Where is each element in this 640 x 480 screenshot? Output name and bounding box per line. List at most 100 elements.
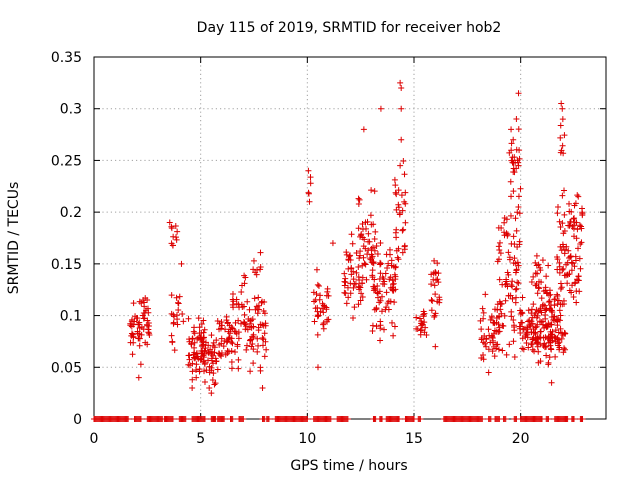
data-point [377, 270, 384, 277]
data-point [558, 247, 565, 254]
data-point [503, 216, 510, 223]
data-point [218, 353, 225, 360]
data-point [566, 222, 573, 229]
data-point [320, 321, 327, 328]
data-point [385, 298, 392, 305]
data-point [570, 233, 577, 240]
data-point [356, 196, 363, 203]
data-point [307, 174, 314, 181]
data-point [421, 329, 428, 336]
data-point [246, 306, 253, 313]
data-point [509, 278, 516, 285]
data-point [556, 307, 563, 314]
data-point [257, 249, 264, 256]
data-point [513, 165, 520, 172]
data-point [554, 256, 561, 263]
data-point [343, 251, 350, 258]
data-point [574, 226, 581, 233]
data-point [514, 157, 521, 164]
data-point [189, 376, 196, 383]
data-point [329, 240, 336, 247]
data-point [196, 324, 203, 331]
data-point [520, 326, 527, 333]
data-point [513, 227, 520, 234]
data-point [536, 264, 543, 271]
data-point [534, 334, 541, 341]
data-point [431, 282, 438, 289]
data-point [528, 278, 535, 285]
data-point [567, 218, 574, 225]
data-point [193, 374, 200, 381]
data-point [520, 346, 527, 353]
data-point [480, 309, 487, 316]
data-point [478, 326, 485, 333]
data-point [136, 319, 143, 326]
data-point [198, 337, 205, 344]
data-point [388, 257, 395, 264]
data-point [250, 323, 257, 330]
data-point [511, 255, 518, 262]
data-point [400, 158, 407, 165]
data-point [505, 249, 512, 256]
data-point [359, 221, 366, 228]
data-point [137, 416, 144, 422]
data-point [390, 332, 397, 339]
data-point [546, 287, 553, 294]
data-point [571, 280, 578, 287]
data-point [397, 79, 404, 86]
data-point [141, 303, 148, 310]
data-point [216, 320, 223, 327]
data-point [573, 288, 580, 295]
data-point [490, 319, 497, 326]
data-point [206, 384, 213, 391]
data-point [197, 356, 204, 363]
data-point [551, 333, 558, 340]
data-point [129, 316, 136, 323]
data-point [363, 225, 370, 232]
data-point [261, 353, 268, 360]
data-point [479, 416, 486, 422]
data-point [241, 311, 248, 318]
data-point [136, 342, 143, 349]
data-point [510, 259, 517, 266]
data-point [513, 146, 520, 153]
data-point [530, 326, 537, 333]
data-point [238, 288, 245, 295]
data-point [568, 208, 575, 215]
data-point [561, 187, 568, 194]
data-point [506, 256, 513, 263]
data-point [505, 292, 512, 299]
data-point [248, 343, 255, 350]
data-point [368, 259, 375, 266]
data-point [229, 301, 236, 308]
data-point [366, 238, 373, 245]
data-point [168, 332, 175, 339]
data-point [169, 339, 176, 346]
data-point [509, 295, 516, 302]
data-point [351, 304, 358, 311]
data-point [211, 349, 218, 356]
data-point [569, 260, 576, 267]
data-point [402, 189, 409, 196]
data-point [355, 201, 362, 208]
data-point [508, 140, 515, 147]
data-point [374, 250, 381, 257]
data-point [573, 299, 580, 306]
data-point [561, 132, 568, 139]
data-point [517, 185, 524, 192]
data-point [179, 310, 186, 317]
data-point [421, 310, 428, 317]
data-point [501, 219, 508, 226]
data-point [211, 381, 218, 388]
data-point [127, 339, 134, 346]
data-point [141, 315, 148, 322]
data-point [359, 280, 366, 287]
data-point [578, 239, 585, 246]
data-point [355, 283, 362, 290]
data-point [495, 321, 502, 328]
data-point [416, 315, 423, 322]
data-point [320, 309, 327, 316]
data-point [559, 192, 566, 199]
data-point [236, 304, 243, 311]
data-point [259, 335, 266, 342]
